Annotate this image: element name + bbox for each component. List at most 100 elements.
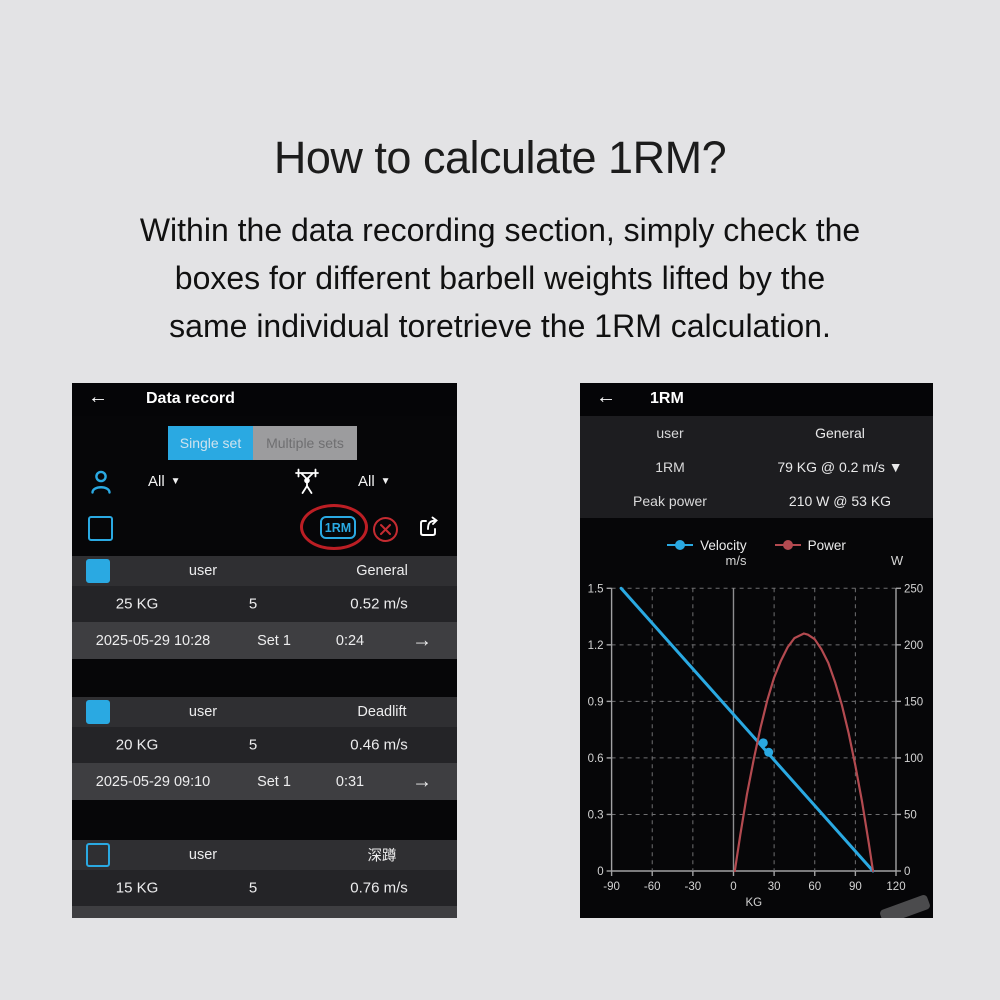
record-duration: 0:31 — [335, 773, 365, 790]
toolbar-row: 1RM — [72, 504, 457, 550]
page-subtitle: Within the data recording section, simpl… — [0, 206, 1000, 350]
record-data-row: 15 KG 5 0.76 m/s — [72, 870, 457, 906]
record-footer-row: 2025-05-29 10:28 Set 1 0:24 → — [72, 622, 457, 659]
record-user: user — [188, 704, 218, 720]
back-icon[interactable]: ← — [88, 386, 108, 408]
record-footer-row: 2025-05-29 09:10 Set 1 0:31 → — [72, 763, 457, 800]
svg-text:0.9: 0.9 — [588, 696, 604, 708]
clear-selection-button[interactable] — [372, 516, 399, 543]
record-card[interactable]: user General 25 KG 5 0.52 m/s 2025-05-29… — [72, 556, 457, 659]
record-velocity: 0.76 m/s — [350, 879, 408, 897]
record-exercise: Deadlift — [357, 704, 407, 720]
svg-text:250: 250 — [904, 583, 923, 595]
subtitle-line: same individual toretrieve the 1RM calcu… — [169, 308, 831, 344]
record-card[interactable]: user Deadlift 20 KG 5 0.46 m/s 2025-05-2… — [72, 697, 457, 800]
legend-item-power[interactable]: Power — [774, 535, 846, 555]
subtitle-line: boxes for different barbell weights lift… — [174, 260, 826, 296]
record-checkbox[interactable] — [86, 559, 110, 583]
record-detail-arrow[interactable]: → — [412, 770, 432, 792]
record-velocity: 0.46 m/s — [350, 736, 408, 754]
svg-text:120: 120 — [886, 881, 905, 893]
legend-item-velocity[interactable]: Velocity — [667, 535, 747, 555]
legend-label: Velocity — [700, 537, 747, 553]
svg-text:150: 150 — [904, 696, 923, 708]
svg-text:-30: -30 — [685, 881, 702, 893]
person-icon — [90, 469, 112, 495]
svg-text:0.3: 0.3 — [588, 809, 604, 821]
data-record-title: Data record — [146, 390, 235, 407]
svg-text:90: 90 — [849, 881, 862, 893]
record-header-row: user 深蹲 — [72, 840, 457, 870]
chevron-down-icon: ▼ — [380, 476, 391, 487]
record-weight: 25 KG — [115, 595, 159, 613]
record-reps: 5 — [248, 595, 258, 613]
record-data-row: 20 KG 5 0.46 m/s — [72, 727, 457, 763]
onerm-stats: user General 1RM 79 KG @ 0.2 m/s ▼ Peak … — [580, 416, 933, 518]
set-type-tabs: Single set Multiple sets — [168, 426, 357, 460]
svg-text:-90: -90 — [603, 881, 620, 893]
record-weight: 20 KG — [115, 736, 159, 754]
share-button[interactable] — [416, 514, 442, 540]
record-user: user — [188, 847, 218, 863]
stat-row: 1RM 79 KG @ 0.2 m/s ▼ — [580, 450, 933, 484]
record-exercise: General — [356, 563, 408, 579]
record-checkbox[interactable] — [86, 700, 110, 724]
page-title: How to calculate 1RM? — [273, 132, 727, 183]
record-weight: 15 KG — [115, 879, 159, 897]
svg-text:100: 100 — [904, 753, 923, 765]
power-marker-icon — [774, 540, 801, 550]
filter-row: All ▼ All ▼ — [72, 467, 457, 499]
record-set: Set 1 — [257, 773, 291, 790]
record-reps: 5 — [248, 736, 258, 754]
svg-text:200: 200 — [904, 640, 923, 652]
stat-label: Peak power — [633, 493, 707, 509]
stat-row: user General — [580, 416, 933, 450]
record-date: 2025-05-29 10:28 — [95, 632, 211, 649]
record-data-row: 25 KG 5 0.52 m/s — [72, 586, 457, 622]
right-axis-unit: W — [890, 553, 904, 568]
user-filter-dropdown[interactable]: All ▼ — [148, 473, 181, 490]
svg-text:1.5: 1.5 — [588, 583, 604, 595]
chevron-down-icon: ▼ — [170, 476, 181, 487]
record-detail-arrow[interactable]: → — [412, 629, 432, 651]
svg-text:1.2: 1.2 — [588, 640, 604, 652]
legend-label: Power — [807, 537, 846, 553]
weightlifter-icon — [293, 467, 321, 497]
subtitle-line: Within the data recording section, simpl… — [139, 212, 861, 248]
record-checkbox[interactable] — [86, 843, 110, 867]
exercise-filter-dropdown[interactable]: All ▼ — [358, 473, 391, 490]
svg-text:50: 50 — [904, 809, 917, 821]
data-record-header: ← Data record — [72, 383, 457, 416]
record-exercise: 深蹲 — [367, 848, 397, 865]
onerm-title: 1RM — [650, 390, 684, 407]
stat-value: General — [815, 425, 865, 441]
back-icon[interactable]: ← — [596, 386, 616, 408]
record-footer-row — [72, 906, 457, 918]
svg-text:-60: -60 — [644, 881, 661, 893]
svg-text:0: 0 — [597, 866, 603, 878]
record-card[interactable]: user 深蹲 15 KG 5 0.76 m/s — [72, 840, 457, 918]
velocity-power-chart: 0 0 0.3 50 0.6 100 0.9 150 1.2 200 1.5 250 -90 -60 -30… — [588, 583, 924, 909]
svg-text:0.6: 0.6 — [588, 753, 604, 765]
record-date: 2025-05-29 09:10 — [95, 773, 211, 790]
record-header-row: user General — [72, 556, 457, 586]
onerm-value-dropdown[interactable]: 79 KG @ 0.2 m/s ▼ — [777, 459, 903, 475]
left-axis-unit: m/s — [725, 553, 747, 568]
tab-multiple-sets[interactable]: Multiple sets — [253, 426, 357, 460]
stat-label: 1RM — [655, 459, 685, 475]
record-user: user — [188, 563, 218, 579]
svg-text:KG: KG — [745, 897, 762, 909]
svg-text:0: 0 — [730, 881, 736, 893]
select-all-checkbox[interactable] — [88, 516, 113, 541]
tab-single-set[interactable]: Single set — [168, 426, 253, 460]
rm-annotation-circle — [300, 504, 368, 550]
record-velocity: 0.52 m/s — [350, 595, 408, 613]
stat-value: 210 W @ 53 KG — [788, 493, 892, 509]
svg-text:0: 0 — [904, 866, 910, 878]
svg-text:60: 60 — [808, 881, 821, 893]
onerm-screen: ← 1RM user General 1RM 79 KG @ 0.2 m/s ▼… — [580, 383, 933, 918]
record-duration: 0:24 — [335, 632, 365, 649]
data-record-screen: ← Data record Single set Multiple sets A… — [72, 383, 457, 918]
record-set: Set 1 — [257, 632, 291, 649]
record-reps: 5 — [248, 879, 258, 897]
